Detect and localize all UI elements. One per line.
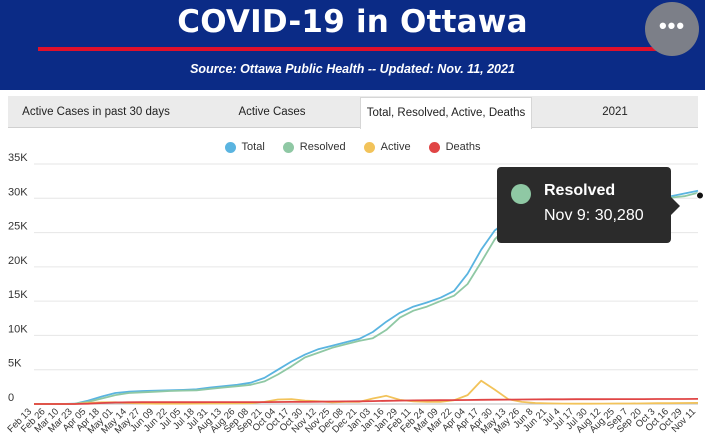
- dashboard-header: COVID-19 in Ottawa Source: Ottawa Public…: [0, 0, 705, 90]
- page-title: COVID-19 in Ottawa: [177, 4, 528, 40]
- y-tick-label: 30K: [8, 186, 28, 198]
- source-subtitle: Source: Ottawa Public Health -- Updated:…: [190, 62, 515, 76]
- legend-label-active: Active: [380, 141, 411, 153]
- tab-total-resolved-active-deaths[interactable]: Total, Resolved, Active, Deaths: [360, 97, 532, 129]
- series-line-active: [34, 379, 699, 405]
- legend-label-total: Total: [241, 141, 265, 153]
- legend-item-active[interactable]: Active: [363, 141, 411, 153]
- chart-legend: Total Resolved Active Deaths: [0, 141, 705, 153]
- y-tick-label: 5K: [8, 358, 22, 370]
- y-tick-label: 15K: [8, 289, 28, 301]
- series-line-deaths: [34, 398, 699, 405]
- tooltip-value: Nov 9: 30,280: [544, 207, 644, 224]
- chart-tab-bar: Active Cases in past 30 days Active Case…: [8, 96, 698, 129]
- legend-item-total[interactable]: Total: [224, 141, 265, 153]
- tooltip-series-swatch: [511, 184, 531, 204]
- tooltip-series-name: Resolved: [544, 182, 616, 199]
- legend-label-deaths: Deaths: [445, 141, 481, 153]
- y-tick-label: 20K: [8, 255, 28, 267]
- legend-swatch-deaths: [428, 141, 440, 153]
- hover-point-marker: [696, 191, 704, 200]
- legend-swatch-active: [363, 141, 375, 153]
- y-tick-label: 25K: [8, 221, 28, 233]
- more-horizontal-icon[interactable]: •••: [645, 2, 699, 56]
- chart-tooltip: Resolved Nov 9: 30,280: [497, 167, 680, 243]
- legend-item-resolved[interactable]: Resolved: [282, 141, 346, 153]
- legend-item-deaths[interactable]: Deaths: [428, 141, 481, 153]
- legend-swatch-resolved: [282, 141, 294, 153]
- y-tick-label: 35K: [8, 152, 28, 164]
- title-underline: [38, 47, 666, 51]
- tab-active-cases[interactable]: Active Cases: [238, 106, 306, 118]
- legend-label-resolved: Resolved: [299, 141, 346, 153]
- tab-2021[interactable]: 2021: [602, 106, 628, 118]
- tab-active-cases-30-days[interactable]: Active Cases in past 30 days: [22, 106, 170, 118]
- legend-swatch-total: [224, 141, 236, 153]
- y-tick-label: 10K: [8, 323, 28, 335]
- y-tick-label: 0: [8, 392, 14, 404]
